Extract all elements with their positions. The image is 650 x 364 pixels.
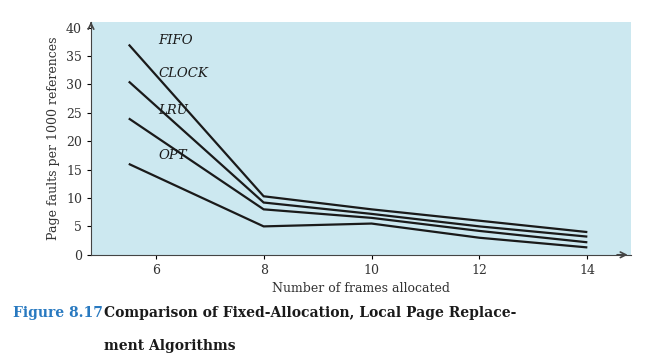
Text: ment Algorithms: ment Algorithms bbox=[104, 339, 235, 352]
Text: Comparison of Fixed-Allocation, Local Page Replace-: Comparison of Fixed-Allocation, Local Pa… bbox=[104, 306, 516, 320]
Text: FIFO: FIFO bbox=[159, 35, 193, 47]
Y-axis label: Page faults per 1000 references: Page faults per 1000 references bbox=[47, 36, 60, 240]
Text: LRU: LRU bbox=[159, 104, 188, 117]
Text: CLOCK: CLOCK bbox=[159, 67, 208, 80]
Text: Figure 8.17: Figure 8.17 bbox=[13, 306, 103, 320]
X-axis label: Number of frames allocated: Number of frames allocated bbox=[272, 282, 450, 295]
Text: OPT: OPT bbox=[159, 149, 187, 162]
